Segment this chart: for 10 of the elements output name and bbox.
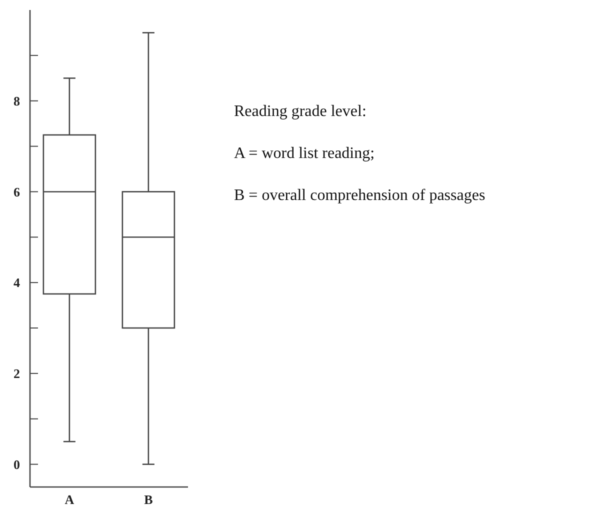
x-tick-label: B	[144, 492, 154, 508]
y-tick-label: 0	[14, 456, 20, 472]
text: Reading grade level:	[234, 103, 368, 122]
y-tick-label: 2	[14, 366, 20, 382]
x-tick-label: A	[64, 492, 75, 508]
y-tick-label: 8	[14, 93, 20, 108]
y-tick-label: 6	[14, 184, 20, 200]
text: A = word list reading;	[234, 145, 376, 164]
text: B = overall comprehension of passages	[234, 187, 486, 206]
y-tick-label: 4	[14, 275, 20, 290]
